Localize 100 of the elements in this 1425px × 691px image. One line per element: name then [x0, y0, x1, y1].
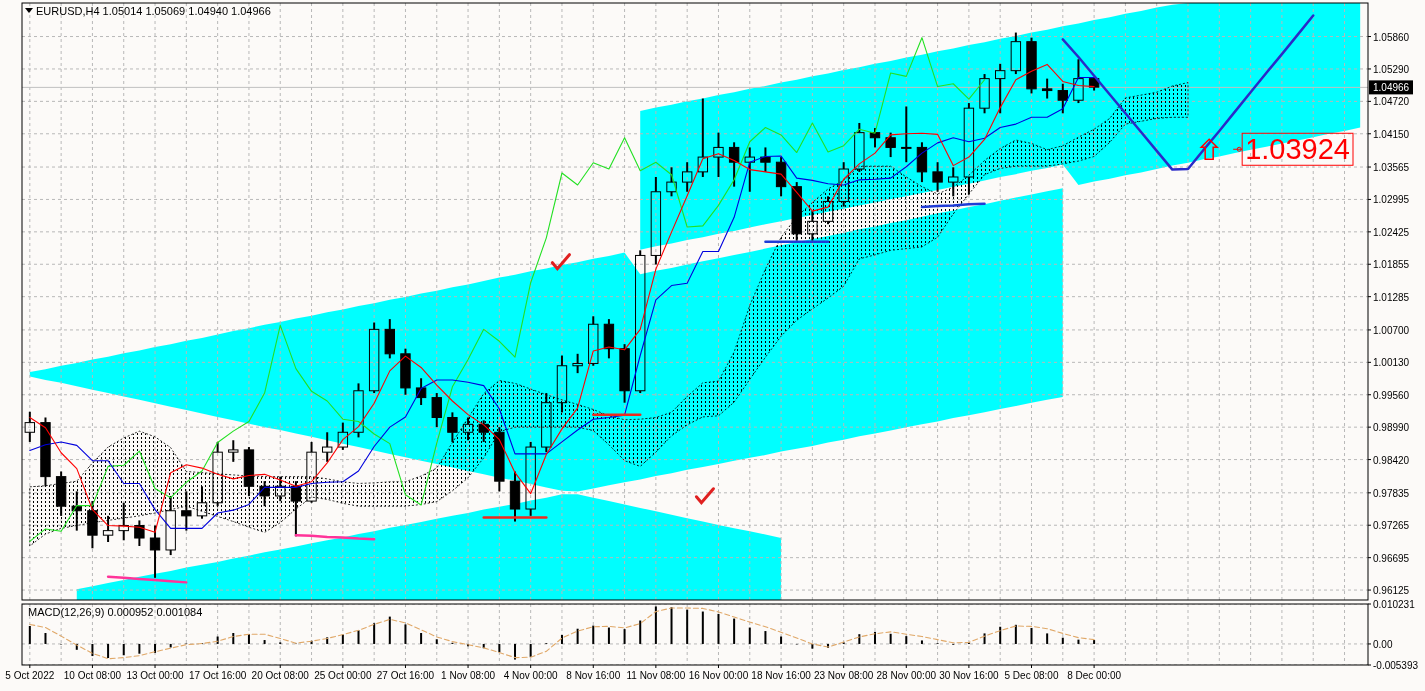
- bar: [905, 636, 908, 644]
- bar: [999, 626, 1002, 644]
- y-tick-label: 0.00: [1373, 638, 1393, 650]
- y-tick-label: 1.00700: [1373, 324, 1410, 336]
- bar: [1061, 637, 1064, 644]
- bar: [122, 643, 125, 656]
- bar: [498, 643, 501, 653]
- bar: [920, 640, 923, 644]
- x-tick-label: 11 Nov 08:00: [626, 670, 686, 681]
- candlestick: [901, 105, 912, 164]
- bar: [889, 633, 892, 644]
- candlestick: [838, 161, 849, 208]
- candlestick: [1073, 58, 1084, 105]
- candlestick: [322, 431, 333, 463]
- bar: [341, 634, 344, 644]
- x-tick-label: 28 Nov 00:00: [876, 670, 937, 681]
- candlestick: [118, 501, 129, 542]
- candlestick: [400, 347, 411, 396]
- candlestick: [243, 446, 255, 497]
- candlestick: [55, 470, 67, 517]
- y-tick-label: 1.05290: [1373, 63, 1410, 75]
- candlestick: [447, 411, 458, 443]
- bar: [388, 616, 391, 644]
- bar: [232, 633, 235, 644]
- bar: [717, 613, 720, 644]
- annotation: 1.03924: [1245, 133, 1350, 166]
- x-tick-label: 23 Nov 08:00: [813, 670, 874, 681]
- bar: [764, 631, 767, 644]
- candlestick: [353, 382, 364, 439]
- bar: [514, 643, 517, 660]
- line-series: [29, 607, 1095, 660]
- candlestick: [181, 490, 192, 532]
- candlestick: [932, 161, 943, 193]
- x-tick-label: 13 Oct 00:00: [126, 670, 185, 681]
- bar: [811, 643, 814, 649]
- candlestick: [337, 421, 349, 451]
- bar: [420, 633, 423, 644]
- x-tick-label: 1 Nov 08:00: [441, 670, 496, 681]
- y-tick-label: 0.96695: [1373, 552, 1410, 564]
- candlestick: [588, 315, 599, 367]
- x-tick-label: 5 Dec 08:00: [1004, 670, 1059, 681]
- candlestick: [572, 352, 583, 375]
- y-tick-label: 1.00130: [1373, 357, 1410, 369]
- bar: [107, 643, 110, 658]
- candlestick: [713, 131, 724, 178]
- candlestick: [760, 146, 771, 173]
- candlestick: [791, 181, 802, 242]
- candlestick: [478, 419, 489, 443]
- y-tick-label: 0.98990: [1373, 422, 1410, 434]
- x-tick-label: 30 Nov 16:00: [939, 670, 1000, 681]
- y-tick-label: 0.98420: [1373, 454, 1410, 466]
- x-tick-label: 5 Oct 2022: [5, 670, 55, 681]
- candlestick: [995, 62, 1006, 115]
- bar: [263, 640, 266, 644]
- candlestick: [619, 343, 630, 404]
- candlestick: [822, 195, 834, 226]
- candlestick: [681, 161, 693, 193]
- y-tick-label: 0.97835: [1373, 487, 1410, 499]
- bar: [1046, 633, 1049, 644]
- y-tick-label: 0.99560: [1373, 389, 1410, 401]
- bar: [404, 624, 407, 644]
- candlestick: [744, 146, 755, 193]
- candlestick: [462, 416, 474, 442]
- bar: [529, 643, 532, 657]
- candlestick: [916, 141, 928, 184]
- chart-title: MACD(12,26,9) 0.000952 0.001084: [28, 606, 203, 618]
- y-tick-label: 0.96125: [1373, 585, 1410, 597]
- candlestick: [963, 102, 975, 196]
- candlestick: [807, 210, 818, 242]
- x-tick-label: 8 Nov 16:00: [566, 670, 621, 681]
- candlestick: [40, 416, 51, 488]
- chart-title: EURUSD,H4 1.05014 1.05069 1.04940 1.04966: [36, 5, 271, 17]
- candlestick: [196, 485, 208, 520]
- candlestick: [102, 514, 114, 544]
- candlestick: [1041, 77, 1053, 100]
- x-tick-label: 17 Oct 16:00: [189, 670, 247, 681]
- candlestick: [948, 166, 959, 198]
- bar: [654, 606, 657, 644]
- y-tick-label: 1.01285: [1373, 291, 1410, 303]
- y-tick-label: 0.010231: [1373, 599, 1416, 610]
- bar: [1030, 627, 1033, 644]
- bar: [435, 639, 438, 644]
- ref-line-label: 1.04966: [1373, 82, 1410, 94]
- bar: [733, 618, 736, 644]
- bar: [357, 630, 360, 644]
- bar: [560, 634, 563, 644]
- candlestick: [979, 73, 990, 115]
- bar: [686, 609, 689, 644]
- bar: [576, 628, 579, 644]
- bar: [373, 623, 376, 644]
- candlestick: [494, 426, 505, 493]
- candlestick: [650, 175, 662, 266]
- y-tick-label: 1.02425: [1373, 226, 1410, 238]
- candlestick: [306, 440, 317, 504]
- bar: [701, 611, 704, 644]
- y-tick-label: 1.02995: [1373, 194, 1410, 206]
- x-tick-label: 8 Dec 00:00: [1067, 670, 1122, 681]
- bar: [1093, 640, 1096, 644]
- candlestick: [728, 141, 740, 188]
- x-tick-label: 20 Oct 08:00: [251, 670, 310, 681]
